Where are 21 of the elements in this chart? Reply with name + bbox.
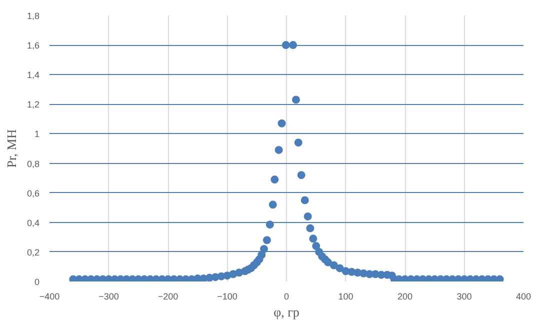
x-tick-label: −100 [217, 292, 238, 302]
x-tick-label: 400 [516, 292, 532, 302]
x-tick-label: 200 [397, 292, 413, 302]
y-tick-label: 1,2 [26, 100, 40, 110]
y-tick-label: 1,8 [26, 11, 40, 21]
x-tick-label: 100 [338, 292, 354, 302]
y-tick-label: 0,8 [26, 158, 40, 169]
x-tick-label: −200 [158, 292, 178, 302]
x-tick-label: 0 [284, 292, 290, 302]
x-tick-label: −400 [39, 292, 60, 302]
x-axis-title: φ, гр [274, 304, 300, 320]
y-axis-title: Pr, МН [4, 129, 19, 168]
y-tick-label: 1,4 [26, 70, 40, 80]
y-tick-label: 1,6 [26, 40, 40, 51]
x-tick-label: 300 [456, 292, 472, 302]
y-tick-label: 0,6 [26, 188, 40, 198]
y-tick-label: 0 [34, 277, 40, 287]
y-tick-label: 0,4 [26, 218, 40, 228]
x-tick-label: −300 [98, 292, 119, 302]
y-tick-label: 1 [34, 129, 40, 140]
y-tick-label: 0,2 [26, 247, 40, 258]
